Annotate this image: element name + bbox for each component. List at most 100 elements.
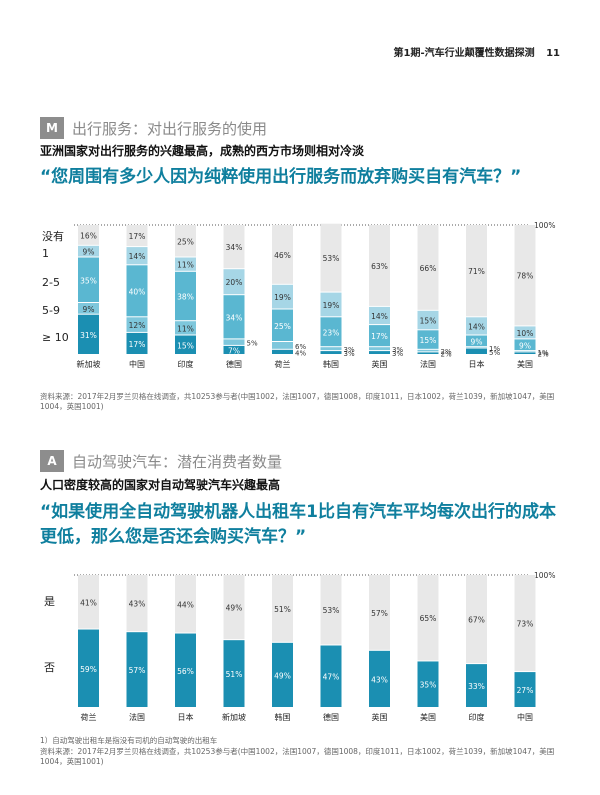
data-label: 9%: [471, 337, 483, 346]
bar-segment: [417, 225, 439, 310]
data-label: 3%: [344, 350, 355, 358]
category-label: 英国: [372, 712, 388, 722]
data-label: 17%: [129, 340, 146, 349]
row-label: ≥ 10: [42, 331, 69, 344]
section1-badge: M: [40, 117, 64, 139]
bar-segment: [466, 348, 487, 354]
bar-segment: [320, 223, 342, 292]
data-label: 14%: [129, 252, 146, 261]
data-label: 65%: [420, 614, 437, 623]
bar-segment: [466, 335, 487, 347]
category-label: 美国: [517, 359, 533, 369]
data-label: 78%: [517, 272, 534, 281]
bar-segment: [223, 345, 245, 354]
bar-segment: [175, 335, 196, 354]
data-label: 2%: [441, 348, 452, 356]
category-label: 荷兰: [81, 712, 97, 722]
category-label: 韩国: [323, 359, 339, 369]
data-label: 10%: [517, 329, 534, 338]
page-header: 第1期-汽车行业颠覆性数据探测 11: [393, 44, 560, 59]
bar-segment: [417, 310, 439, 330]
bar-segment: [466, 225, 487, 317]
category-label: 印度: [178, 359, 194, 369]
section2-question: “如果使用全自动驾驶机器人出租车1比自有汽车平均每次出行的成本更低，那么您是否还…: [40, 502, 557, 547]
section1-source: 资料来源：2017年2月罗兰贝格在线调查，共10253参与者(中国1002，法国…: [40, 392, 555, 411]
bar-segment: [223, 575, 245, 640]
bar-segment: [78, 225, 99, 245]
bar-segment: [320, 292, 342, 317]
category-label: 法国: [129, 712, 145, 722]
category-label: 印度: [469, 712, 485, 722]
data-label: 12%: [129, 321, 146, 330]
bar-segment: [417, 575, 439, 661]
data-label: 33%: [468, 682, 485, 691]
category-label: 韩国: [275, 712, 291, 722]
bar-segment: [320, 575, 342, 645]
header-title: 第1期-汽车行业颠覆性数据探测: [393, 48, 535, 59]
data-label: 19%: [274, 293, 291, 302]
reference-label: 100%: [534, 221, 555, 230]
data-label: 9%: [83, 248, 95, 257]
data-label: 1%: [489, 345, 500, 353]
bar-segment: [514, 351, 536, 352]
bar-segment: [78, 303, 99, 314]
data-label: 53%: [323, 254, 340, 263]
row-label: 5-9: [42, 304, 60, 317]
bar-segment: [514, 339, 536, 351]
bar-segment: [272, 349, 293, 354]
data-label: 49%: [226, 604, 243, 613]
bar-segment: [126, 265, 148, 317]
bar-segment: [369, 325, 390, 347]
bar-segment: [126, 317, 148, 332]
chart1: 100% 没有 1 2-5 5-9 ≥ 10 31% 9% 35% 9% 16% 新加坡 17% 12% 4…: [42, 221, 555, 369]
bar-segment: [126, 632, 148, 707]
bar-segment: [272, 309, 293, 341]
category-label: 法国: [420, 359, 436, 369]
section1-heading: M 出行服务：对出行服务的使用: [40, 117, 267, 139]
bar-segment: [78, 629, 99, 707]
data-label: 2%: [538, 351, 549, 359]
chart2: 100% 是否 59% 41% 荷兰 57% 43% 法国 56% 44% 日本 51% 49% 新加坡 4…: [44, 571, 555, 722]
row-label: 2-5: [42, 276, 60, 289]
data-label: 16%: [80, 231, 97, 240]
data-label: 25%: [274, 322, 291, 331]
data-label: 73%: [517, 620, 534, 629]
bar-segment: [175, 633, 196, 707]
data-label: 44%: [177, 600, 194, 609]
data-label: 3%: [392, 350, 403, 358]
section2-badge: A: [40, 450, 64, 472]
row-label: 否: [44, 661, 55, 674]
data-label: 20%: [226, 278, 243, 287]
category-label: 中国: [517, 712, 533, 722]
bar-segment: [223, 225, 245, 269]
category-label: 荷兰: [275, 359, 291, 369]
bar-segment: [320, 317, 342, 347]
bar-segment: [126, 247, 148, 265]
bar-segment: [175, 225, 196, 257]
bar-segment: [223, 269, 245, 295]
data-label: 1%: [538, 349, 549, 357]
data-label: 3%: [392, 346, 403, 354]
data-label: 23%: [323, 328, 340, 337]
bar-segment: [175, 321, 196, 335]
category-label: 新加坡: [77, 359, 101, 369]
bar-segment: [175, 575, 196, 633]
category-label: 美国: [420, 712, 436, 722]
page-number: 11: [546, 48, 560, 59]
data-label: 56%: [177, 667, 194, 676]
bar-segment: [369, 225, 390, 306]
bar-segment: [175, 257, 196, 271]
bar-segment: [466, 347, 487, 348]
row-label: 是: [44, 595, 55, 608]
section2-subtitle: 人口密度较高的国家对自动驾驶汽车兴趣最高: [40, 478, 281, 492]
bar-segment: [126, 575, 148, 632]
section2-footnote: 1）自动驾驶出租车是指没有司机的自动驾驶的出租车: [40, 736, 218, 745]
data-label: 9%: [519, 341, 531, 350]
data-label: 41%: [80, 598, 97, 607]
bar-segment: [223, 640, 245, 707]
data-label: 49%: [274, 671, 291, 680]
bar-segment: [514, 326, 536, 339]
category-label: 新加坡: [222, 712, 246, 722]
data-label: 51%: [274, 605, 291, 614]
data-label: 66%: [420, 264, 437, 273]
